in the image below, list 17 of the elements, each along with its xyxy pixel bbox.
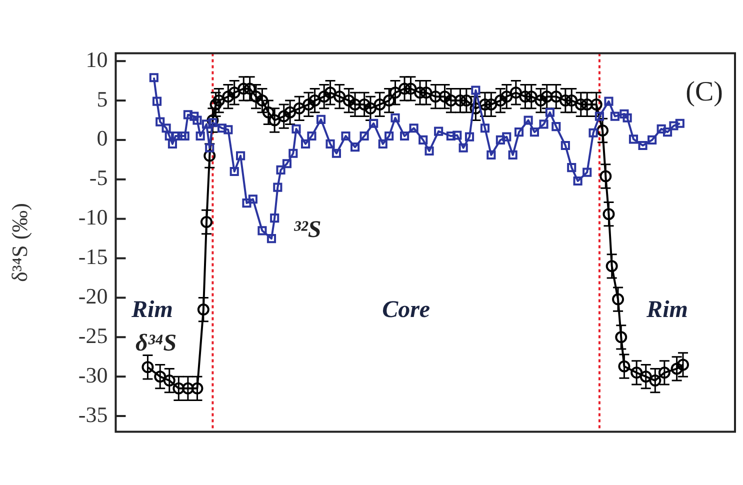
annotation: Core	[382, 296, 430, 323]
series-label: ³²S	[293, 216, 322, 243]
y-tick-label: -35	[78, 402, 108, 427]
y-tick-label: 5	[96, 86, 108, 112]
y-axis-title: δ³⁴S (‰)	[6, 202, 32, 282]
y-tick-label: 0	[96, 126, 108, 151]
y-tick-label: -5	[89, 165, 108, 190]
y-tick-label: -10	[78, 204, 108, 230]
y-tick-label: -20	[78, 283, 108, 308]
y-tick-label: 10	[86, 46, 108, 72]
y-tick-label: -30	[78, 362, 108, 388]
annotation: Rim	[646, 296, 688, 323]
text: (C)	[686, 76, 723, 108]
y-tick-label: -15	[78, 244, 108, 270]
series-label: δ³⁴S	[135, 330, 177, 357]
y-tick-label: -25	[78, 322, 108, 348]
annotation: Rim	[130, 296, 173, 323]
